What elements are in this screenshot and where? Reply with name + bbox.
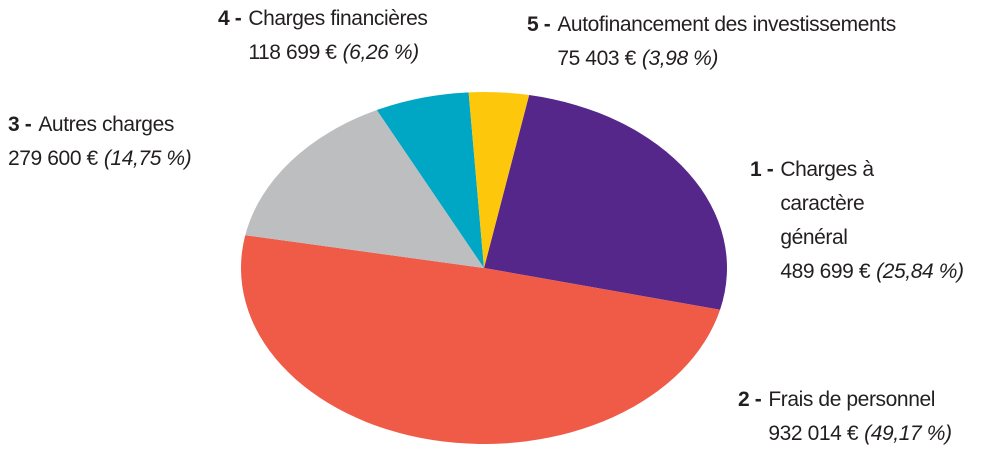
slice-value: (49,17 %) [864, 422, 952, 445]
slice-category: Autres charges [38, 113, 174, 136]
slice-amount: 489 699 € [780, 260, 871, 283]
slice-category: Charges à caractère général [780, 158, 874, 249]
slice-category: Frais de personnel [768, 388, 936, 411]
slice-number: 2 - [738, 388, 762, 411]
slice-value-line: 279 600 € (14,75 %) [8, 142, 192, 176]
pie-slice [468, 92, 530, 268]
slice-text: Autofinancement des investissements 75 40… [557, 8, 896, 76]
pie-slice [376, 92, 484, 268]
slice-text: Charges à caractère général 489 699 € (25,… [780, 153, 964, 289]
slice-text: Frais de personnel 932 014 € (49,17 %) [768, 383, 952, 451]
slice-category-line: Autofinancement des investissements [557, 8, 896, 42]
slice-value: (25,84 %) [876, 260, 964, 283]
slice-amount: 118 699 € [248, 41, 337, 64]
slice-amount: 932 014 € [768, 422, 859, 445]
slice-number: 4 - [218, 7, 242, 30]
slice-number: 1 - [750, 158, 774, 181]
slice-value-line: 932 014 € (49,17 %) [768, 417, 952, 451]
slice-amount: 75 403 € [557, 47, 636, 70]
pie-slice [245, 110, 484, 268]
slice-value-line: 75 403 € (3,98 %) [557, 42, 896, 76]
slice-label: 2 - Frais de personnel 932 014 € (49,17 %) [738, 383, 952, 451]
slice-value-line: 118 699 € (6,26 %) [248, 36, 427, 70]
slice-label: 1 - Charges à caractère général 489 699 €(… [750, 153, 964, 289]
pie-slice [241, 235, 721, 444]
slice-category: Autofinancement des investissements [557, 13, 896, 36]
slice-number: 3 - [8, 113, 32, 136]
slice-category-line: 3 - Autres charges [8, 108, 191, 142]
slice-value: (14,75 %) [103, 147, 192, 170]
slice-label: 3 - Autres charges 279 600 € (14,75 %) [8, 108, 192, 176]
slice-text: Charges financières 118 699 € (6,26 %) [248, 2, 428, 70]
slice-category-line: Frais de personnel [768, 383, 951, 417]
slice-value-line: 489 699 € (25,84 %) [780, 255, 964, 289]
slice-label: 5 - Autofinancement des investissements 75… [527, 8, 896, 76]
slice-label: 4 - Charges financières 118 699 € (6,26 %) [218, 2, 428, 70]
slice-category-line: Charges financières [248, 2, 428, 36]
slice-number: 5 - [527, 13, 551, 36]
slice-value: (6,26 %) [342, 41, 420, 64]
pie-slice [484, 95, 727, 310]
slice-category-line: Charges à caractère général [780, 153, 963, 255]
slice-amount: 279 600 € [8, 147, 98, 170]
slice-category: Charges financières [248, 7, 428, 30]
slice-value: (3,98 %) [641, 47, 719, 70]
